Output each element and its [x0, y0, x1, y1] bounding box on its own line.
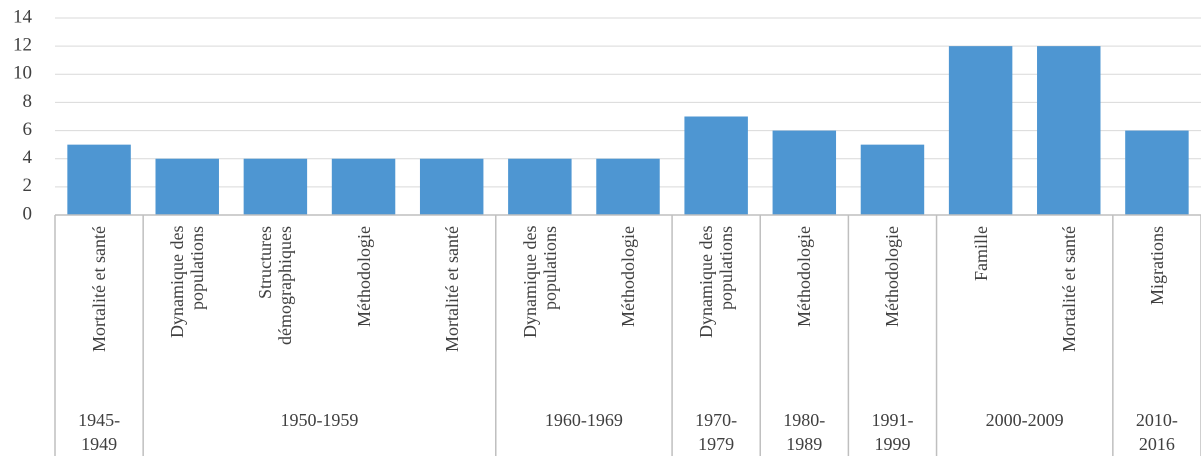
- x-tick-label-box: Méthodologie: [848, 226, 936, 396]
- y-tick-label: 6: [23, 119, 33, 140]
- bar: [243, 158, 308, 215]
- group-label: 1950-1959: [280, 410, 359, 430]
- x-tick-label: Migrations: [1146, 226, 1167, 305]
- bar: [508, 158, 572, 215]
- x-tick-label: Famille: [970, 226, 991, 281]
- x-tick-label-box: Structures démographiques: [231, 226, 319, 396]
- x-tick-label: Méthodologie: [353, 226, 374, 327]
- group-label: 2010-2016: [1135, 410, 1178, 454]
- group-label: 1991-1999: [871, 410, 914, 454]
- y-tick-label: 12: [13, 35, 32, 56]
- x-tick-label-box: Migrations: [1113, 226, 1201, 396]
- group-label: 2000-2009: [985, 410, 1064, 430]
- x-tick-label-box: Mortalité et santé: [1025, 226, 1113, 396]
- x-tick-label: Dynamique des populations: [696, 226, 737, 339]
- y-tick-label: 0: [23, 203, 33, 224]
- bar: [419, 158, 484, 215]
- group-label: 1980-1989: [783, 410, 826, 454]
- x-tick-label-box: Dynamique des populations: [672, 226, 760, 396]
- x-tick-label: Structures démographiques: [255, 226, 296, 345]
- bar: [1125, 130, 1189, 215]
- x-tick-label-box: Méthodologie: [760, 226, 848, 396]
- group-label: 1960-1969: [544, 410, 623, 430]
- x-tick-label-box: Méthodologie: [319, 226, 407, 396]
- bar: [596, 158, 660, 215]
- y-tick-label: 2: [23, 175, 33, 196]
- x-tick-label-box: Famille: [937, 226, 1025, 396]
- x-tick-label: Méthodologie: [617, 226, 638, 327]
- x-tick-label: Méthodologie: [794, 226, 815, 327]
- bar: [331, 158, 396, 215]
- x-tick-label: Dynamique des populations: [519, 226, 560, 339]
- bar: [155, 158, 219, 215]
- x-tick-label: Mortalité et santé: [89, 226, 110, 352]
- x-tick-label: Mortalité et santé: [441, 226, 462, 352]
- x-tick-label: Dynamique des populations: [167, 226, 208, 339]
- x-tick-label-box: Mortalité et santé: [408, 226, 496, 396]
- y-tick-label: 14: [13, 6, 33, 27]
- x-tick-label-box: Dynamique des populations: [496, 226, 584, 396]
- bar: [684, 116, 748, 215]
- x-tick-label: Méthodologie: [882, 226, 903, 327]
- x-tick-label-box: Méthodologie: [584, 226, 672, 396]
- bar: [1037, 46, 1101, 216]
- bar: [860, 144, 925, 215]
- y-tick-label: 4: [23, 147, 33, 168]
- bar: [948, 46, 1013, 216]
- y-tick-label: 8: [23, 91, 33, 112]
- x-tick-label-box: Mortalité et santé: [55, 226, 143, 396]
- y-tick-label: 10: [13, 63, 32, 84]
- group-label: 1970-1979: [695, 410, 738, 454]
- x-tick-label: Mortalité et santé: [1058, 226, 1079, 352]
- bar: [67, 144, 131, 215]
- bar: [772, 130, 837, 215]
- x-tick-label-box: Dynamique des populations: [143, 226, 231, 396]
- group-label: 1945-1949: [78, 410, 121, 454]
